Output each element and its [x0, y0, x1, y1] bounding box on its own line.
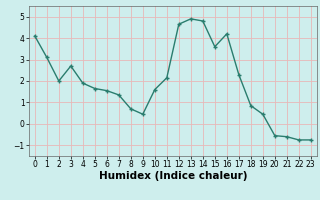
X-axis label: Humidex (Indice chaleur): Humidex (Indice chaleur): [99, 171, 247, 181]
